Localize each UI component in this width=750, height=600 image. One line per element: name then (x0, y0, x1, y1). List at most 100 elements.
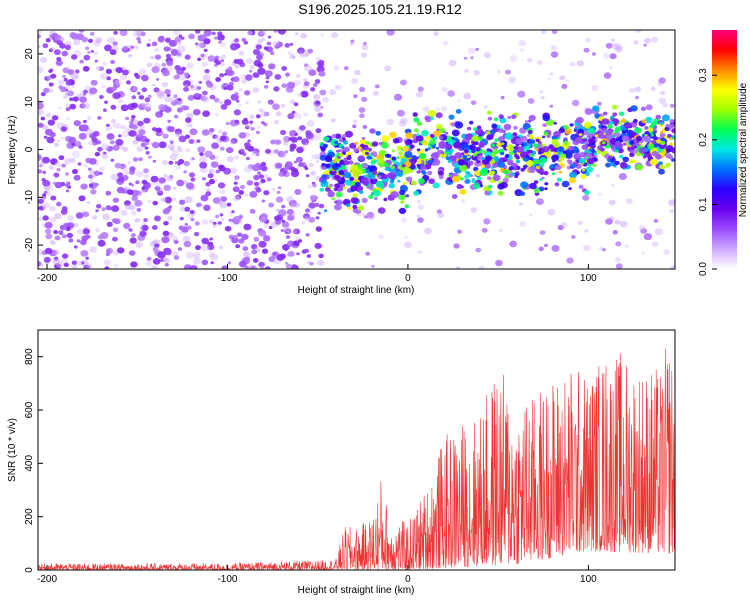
heatmap-cell (331, 133, 337, 139)
heatmap-cell (289, 99, 296, 105)
heatmap-cell (669, 209, 674, 214)
heatmap-cell (498, 114, 504, 119)
heatmap-cell (151, 66, 160, 74)
heatmap-cell (38, 198, 44, 204)
heatmap-cell (304, 248, 310, 253)
heatmap-cell (472, 182, 481, 190)
heatmap-cell (453, 243, 460, 249)
heatmap-cell (308, 211, 312, 214)
heatmap-cell (224, 99, 232, 106)
heatmap-cell (235, 244, 241, 249)
heatmap-cell (95, 37, 103, 44)
heatmap-cell (344, 66, 349, 71)
heatmap-cell (619, 162, 628, 169)
heatmap-cell (249, 191, 258, 198)
heatmap-cell (76, 239, 81, 243)
heatmap-cell (360, 52, 368, 58)
heatmap-cell (508, 76, 517, 84)
heatmap-cell (416, 121, 423, 126)
heatmap-cell (361, 197, 368, 204)
heatmap-cell (497, 136, 505, 143)
heatmap-cell (601, 248, 606, 252)
heatmap-cell (218, 201, 223, 205)
heatmap-cell (539, 89, 544, 94)
heatmap-cell (371, 264, 375, 268)
heatmap-cell (241, 119, 249, 125)
heatmap-cell (634, 86, 642, 93)
heatmap-cell (647, 127, 653, 132)
heatmap-cell (244, 145, 250, 150)
heatmap-cell (352, 124, 357, 129)
heatmap-cell (285, 72, 290, 77)
heatmap-cell (333, 187, 338, 192)
heatmap-cell (418, 178, 425, 184)
heatmap-y-axis-label: Frequency (Hz) (7, 116, 18, 185)
heatmap-cell (577, 128, 585, 135)
heatmap-cell (244, 266, 249, 269)
heatmap-cell (251, 164, 261, 172)
heatmap-cell (184, 206, 191, 212)
heatmap-cell (141, 74, 149, 82)
heatmap-cell (154, 215, 161, 222)
heatmap-cell (349, 42, 354, 46)
heatmap-cell (88, 169, 95, 175)
heatmap-cell (190, 85, 194, 89)
heatmap-cell (505, 146, 511, 150)
heatmap-cell (83, 89, 88, 94)
heatmap-cell (465, 133, 474, 141)
heatmap-cell (201, 129, 210, 136)
heatmap-cell (201, 219, 209, 225)
heatmap-cell (544, 187, 548, 191)
heatmap-cell (638, 147, 647, 154)
heatmap-cell (43, 87, 50, 94)
heatmap-cell (469, 144, 476, 151)
heatmap-cell (38, 206, 43, 210)
snr-series-line (38, 348, 675, 570)
heatmap-cell (196, 86, 201, 90)
heatmap-cell (307, 185, 312, 189)
heatmap-cell (357, 205, 364, 212)
heatmap-cell (230, 93, 239, 101)
heatmap-cell (278, 209, 287, 217)
heatmap-cell (163, 258, 171, 264)
heatmap-cell (131, 124, 138, 130)
heatmap-cell (212, 223, 217, 228)
heatmap-cell (163, 46, 170, 52)
heatmap-cell (619, 220, 628, 228)
heatmap-cell (334, 203, 342, 211)
heatmap-cell (584, 190, 591, 196)
heatmap-cell (438, 142, 447, 149)
heatmap-cell (200, 244, 209, 252)
heatmap-cell (557, 224, 564, 231)
heatmap-cell (396, 145, 403, 151)
heatmap-cell (140, 31, 146, 37)
heatmap-cell (167, 126, 175, 133)
heatmap-cell (129, 204, 136, 211)
heatmap-cell (83, 54, 91, 61)
heatmap-cell (257, 62, 264, 68)
heatmap-cell (99, 95, 104, 99)
heatmap-cell (413, 128, 419, 133)
heatmap-cell (257, 100, 261, 104)
heatmap-cell (500, 151, 505, 156)
heatmap-cell (467, 160, 474, 166)
heatmap-cell (321, 179, 327, 184)
heatmap-cell (218, 40, 222, 44)
heatmap-cell (59, 43, 66, 49)
heatmap-cell (48, 48, 54, 52)
heatmap-cell (505, 69, 511, 75)
heatmap-cell (284, 43, 291, 48)
heatmap-cell (174, 128, 182, 135)
heatmap-cell (333, 174, 340, 180)
heatmap-cell (398, 120, 407, 127)
heatmap-cell (257, 125, 261, 129)
heatmap-cell (298, 162, 304, 167)
heatmap-cell (658, 161, 663, 166)
heatmap-cell (504, 153, 510, 158)
heatmap-cell (43, 135, 48, 139)
heatmap-cell (226, 69, 234, 77)
heatmap-cell (82, 102, 91, 109)
heatmap-cell (168, 205, 172, 209)
heatmap-cell (569, 171, 578, 179)
heatmap-cell (117, 247, 125, 254)
